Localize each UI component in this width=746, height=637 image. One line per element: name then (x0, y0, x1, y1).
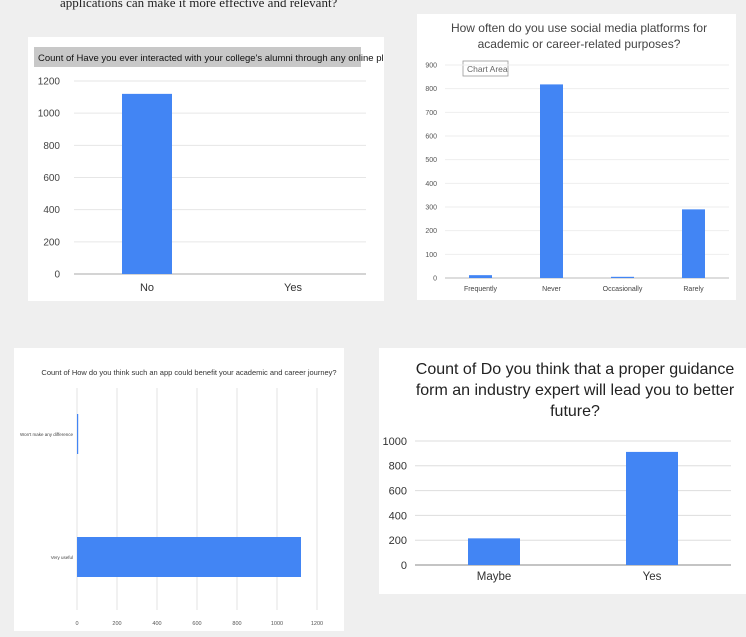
y-tick-label: 600 (43, 173, 60, 184)
y-tick-label: 100 (425, 252, 437, 259)
y-category-label: Very useful (51, 555, 73, 560)
x-tick-label: 1200 (311, 621, 323, 627)
y-tick-label: 800 (425, 86, 437, 93)
y-tick-label: 300 (425, 204, 437, 211)
x-category-label: Frequently (464, 286, 498, 293)
y-tick-label: 400 (389, 510, 407, 522)
bar-maybe (468, 538, 520, 565)
bar-frequently (469, 275, 492, 278)
chart-title-background (34, 47, 361, 67)
y-tick-label: 900 (425, 62, 437, 69)
bar-very-useful (77, 537, 301, 577)
y-tick-label: 700 (425, 110, 437, 117)
x-tick-label: 800 (232, 621, 241, 627)
chart-title-line-1: Count of Do you think that a proper guid… (416, 361, 735, 378)
x-tick-label: 400 (152, 621, 161, 627)
bar-occasionally (611, 276, 634, 278)
bar-rarely (682, 209, 705, 278)
y-tick-label: 0 (401, 560, 407, 572)
x-category-label: Never (542, 286, 561, 293)
bar-won-t-make-any-difference (77, 414, 79, 454)
chart-title-line-3: future? (550, 403, 600, 420)
chart-panel-industry-guidance: Count of Do you think that a proper guid… (379, 348, 746, 594)
chart-app-benefit: Count of How do you think such an app co… (20, 368, 337, 627)
y-tick-label: 1000 (38, 109, 61, 120)
y-tick-label: 500 (425, 157, 437, 164)
bar-yes (626, 451, 678, 565)
bar-no (122, 93, 172, 274)
y-tick-label: 200 (389, 535, 407, 547)
y-tick-label: 400 (425, 181, 437, 188)
x-tick-label: 1000 (271, 621, 283, 627)
x-category-label: Occasionally (603, 286, 643, 293)
chart-title-line-2: form an industry expert will lead you to… (416, 382, 735, 399)
x-category-label: Yes (643, 571, 662, 583)
chart-panel-alumni-interaction: Count of Have you ever interacted with y… (28, 37, 384, 301)
chart-title: Count of Have you ever interacted with y… (38, 53, 384, 64)
chart-industry-guidance: Count of Do you think that a proper guid… (383, 361, 735, 583)
x-tick-label: 0 (75, 621, 78, 627)
chart-title-line-1: How often do you use social media platfo… (451, 21, 707, 35)
y-tick-label: 0 (54, 270, 60, 281)
x-tick-label: 600 (192, 621, 201, 627)
x-category-label: No (140, 282, 154, 294)
y-tick-label: 800 (43, 141, 60, 152)
y-tick-label: 200 (425, 228, 437, 235)
chart-social-media-usage: How often do you use social media platfo… (425, 21, 729, 293)
y-tick-label: 1000 (383, 436, 407, 448)
x-tick-label: 200 (112, 621, 121, 627)
x-category-label: Yes (284, 282, 302, 294)
x-category-label: Maybe (477, 571, 512, 583)
chart-panel-app-benefit: Count of How do you think such an app co… (14, 348, 344, 631)
bar-never (540, 84, 563, 278)
y-tick-label: 600 (425, 133, 437, 140)
chart-area-tooltip-label: Chart Area (467, 64, 508, 74)
y-tick-label: 400 (43, 205, 60, 216)
y-tick-label: 600 (389, 485, 407, 497)
chart-title: Count of How do you think such an app co… (41, 368, 336, 377)
y-tick-label: 200 (43, 237, 60, 248)
chart-title-line-2: academic or career-related purposes? (478, 37, 681, 51)
y-tick-label: 800 (389, 461, 407, 473)
chart-panel-social-media-usage: How often do you use social media platfo… (417, 14, 736, 300)
top-caption-fragment: applications can make it more effective … (60, 0, 338, 10)
chart-alumni-interaction: Count of Have you ever interacted with y… (34, 47, 384, 294)
y-tick-label: 1200 (38, 77, 61, 88)
y-category-label: Won't make any difference (20, 432, 73, 437)
x-category-label: Rarely (683, 286, 704, 293)
y-tick-label: 0 (433, 275, 437, 282)
